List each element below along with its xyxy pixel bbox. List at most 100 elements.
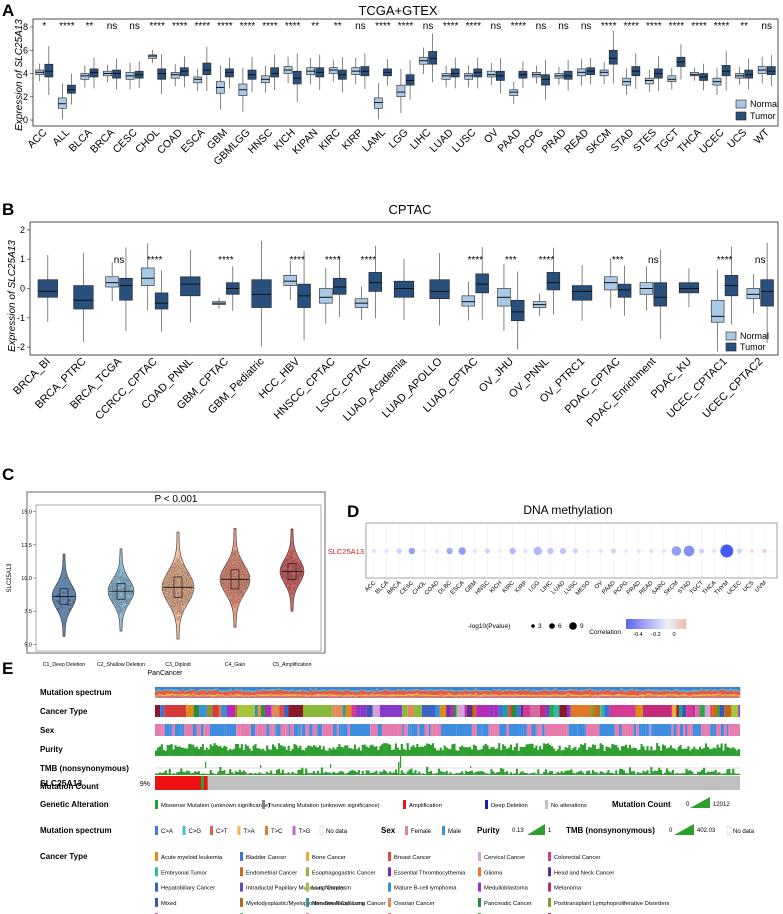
spectrum-cell [341,695,345,697]
spectrum-cell [633,687,637,690]
spectrum-cell [615,691,618,695]
sex-cell [163,724,165,736]
sex-cell [737,724,740,736]
box-tumor [112,69,121,79]
sex-cell [683,724,686,736]
sex-cell [277,724,281,736]
spectrum-cell [426,691,430,695]
spectrum-cell [232,697,236,698]
spectrum-cell [514,694,517,696]
spectrum-cell [623,689,626,692]
mutation-count-bar [238,769,241,775]
box-normal [710,299,725,323]
sex-cell [298,724,301,736]
spectrum-cell [490,697,493,698]
spectrum-cell [628,697,632,698]
spectrum-cell [205,695,209,697]
methylation-dot [586,548,591,554]
spectrum-cell [537,694,541,697]
purity-bar [470,749,474,756]
spectrum-cell [450,697,454,698]
spectrum-cell [325,687,329,691]
significance-label: ** [740,21,748,32]
violin-point [122,594,126,598]
xtick-label: ESCA [179,127,208,156]
sex-cell [441,724,454,736]
spectrum-cell [293,694,297,696]
size-legend-dot-large [569,622,577,630]
spectrum-cell [269,697,273,698]
violin-point [225,570,228,573]
box-normal [604,276,618,291]
cancer-type-cell [682,705,687,717]
spectrum-cell [702,694,706,696]
spectrum-cell [556,690,560,691]
spectrum-cell [718,690,722,694]
violin-point [113,601,116,604]
spectrum-cell [197,690,201,696]
mutation-count-bar [332,771,335,775]
spectrum-cell [522,697,525,698]
sex-cell [523,724,527,736]
violin-point [112,595,115,598]
ytick-label: -2 [17,342,25,352]
spectrum-cell [452,691,456,696]
spectrum-cell [173,695,177,698]
spectrum-cell [450,689,454,691]
violin-point [117,603,120,606]
methylation-dot [458,547,466,555]
sex-cell [641,724,646,736]
spectrum-cell [290,694,294,696]
violin-point [117,596,120,599]
spectrum-cell [325,691,329,695]
spectrum-cell [617,694,621,696]
sex-cell [275,724,278,736]
spectrum-cell [226,691,230,696]
spectrum-cell [710,694,714,696]
significance-label: *** [505,255,517,266]
mutation-count-bar [156,773,160,775]
spectrum-cell [208,697,212,698]
spectrum-cell [205,695,209,696]
spectrum-cell [585,690,589,695]
spectrum-cell [375,696,379,698]
spectrum-cell [240,694,244,696]
spectrum-cell [492,689,496,690]
sex-cell [692,724,698,736]
spectrum-cell [240,695,244,697]
spectrum-cell [487,697,491,698]
spectrum-cell [197,689,201,691]
box-tumor [475,273,489,294]
spectrum-cell [213,695,217,697]
spectrum-cell [700,687,704,689]
cancer-type-cell [206,705,213,717]
spectrum-cell [660,694,664,696]
spectrum-cell [644,687,648,690]
spectrum-cell [242,691,246,696]
methylation-dot [422,548,427,554]
spectrum-cell [319,695,323,697]
violin-point [57,607,60,610]
spectrum-cell [357,695,361,696]
sex-cell [347,724,350,736]
spectrum-cell [702,697,706,698]
spectrum-cell [178,695,182,697]
spectrum-cell [160,691,164,695]
spectrum-cell [415,689,419,691]
methylation-dot [472,548,477,554]
violin-point [173,583,177,586]
spectrum-cell [639,695,642,697]
violin-point [229,597,232,601]
box-tumor [332,277,347,295]
spectrum-cell [171,687,174,690]
spectrum-cell [551,690,555,691]
spectrum-cell [439,689,443,691]
ytick-label: 6 [23,45,28,55]
purity-bar [324,750,327,756]
spectrum-cell [168,690,172,695]
spectrum-cell [386,695,390,697]
spectrum-cell [471,690,475,692]
spectrum-cell [628,690,632,696]
spectrum-cell [612,696,616,697]
cancer-type-cell [360,705,367,717]
